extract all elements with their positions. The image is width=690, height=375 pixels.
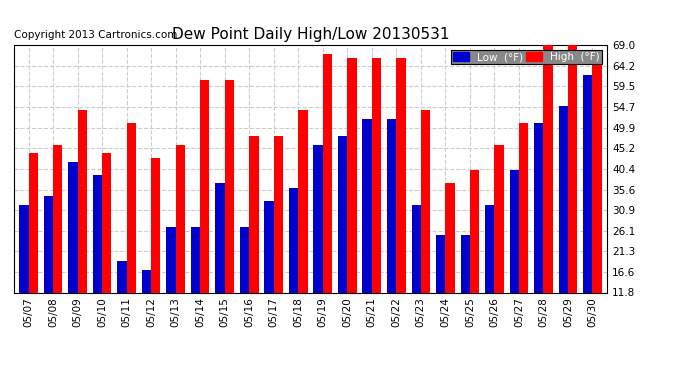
- Bar: [53, 144, 62, 344]
- Bar: [151, 158, 161, 344]
- Bar: [396, 58, 406, 344]
- Bar: [362, 118, 372, 344]
- Bar: [544, 45, 553, 344]
- Bar: [102, 153, 111, 344]
- Bar: [249, 136, 259, 344]
- Bar: [313, 144, 323, 344]
- Bar: [495, 144, 504, 344]
- Bar: [28, 153, 38, 344]
- Legend: Low  (°F), High  (°F): Low (°F), High (°F): [451, 50, 602, 64]
- Bar: [534, 123, 544, 344]
- Bar: [470, 171, 479, 344]
- Bar: [568, 45, 578, 344]
- Bar: [215, 183, 225, 344]
- Bar: [289, 188, 298, 344]
- Bar: [559, 106, 568, 344]
- Bar: [387, 118, 396, 344]
- Bar: [19, 205, 28, 344]
- Bar: [372, 58, 381, 344]
- Bar: [274, 136, 283, 344]
- Bar: [43, 196, 53, 344]
- Bar: [126, 123, 136, 344]
- Bar: [519, 123, 529, 344]
- Bar: [92, 175, 102, 344]
- Title: Dew Point Daily High/Low 20130531: Dew Point Daily High/Low 20130531: [172, 27, 449, 42]
- Bar: [460, 236, 470, 344]
- Bar: [298, 110, 308, 344]
- Bar: [485, 205, 495, 344]
- Bar: [347, 58, 357, 344]
- Bar: [411, 205, 421, 344]
- Bar: [421, 110, 430, 344]
- Bar: [225, 80, 234, 344]
- Bar: [191, 227, 200, 344]
- Bar: [68, 162, 77, 344]
- Bar: [436, 236, 445, 344]
- Bar: [240, 227, 249, 344]
- Bar: [176, 144, 185, 344]
- Bar: [583, 75, 593, 344]
- Text: Copyright 2013 Cartronics.com: Copyright 2013 Cartronics.com: [14, 30, 177, 40]
- Bar: [117, 261, 126, 344]
- Bar: [166, 227, 176, 344]
- Bar: [77, 110, 87, 344]
- Bar: [445, 183, 455, 344]
- Bar: [323, 54, 332, 344]
- Bar: [264, 201, 274, 344]
- Bar: [200, 80, 210, 344]
- Bar: [142, 270, 151, 344]
- Bar: [593, 58, 602, 344]
- Bar: [338, 136, 347, 344]
- Bar: [510, 171, 519, 344]
